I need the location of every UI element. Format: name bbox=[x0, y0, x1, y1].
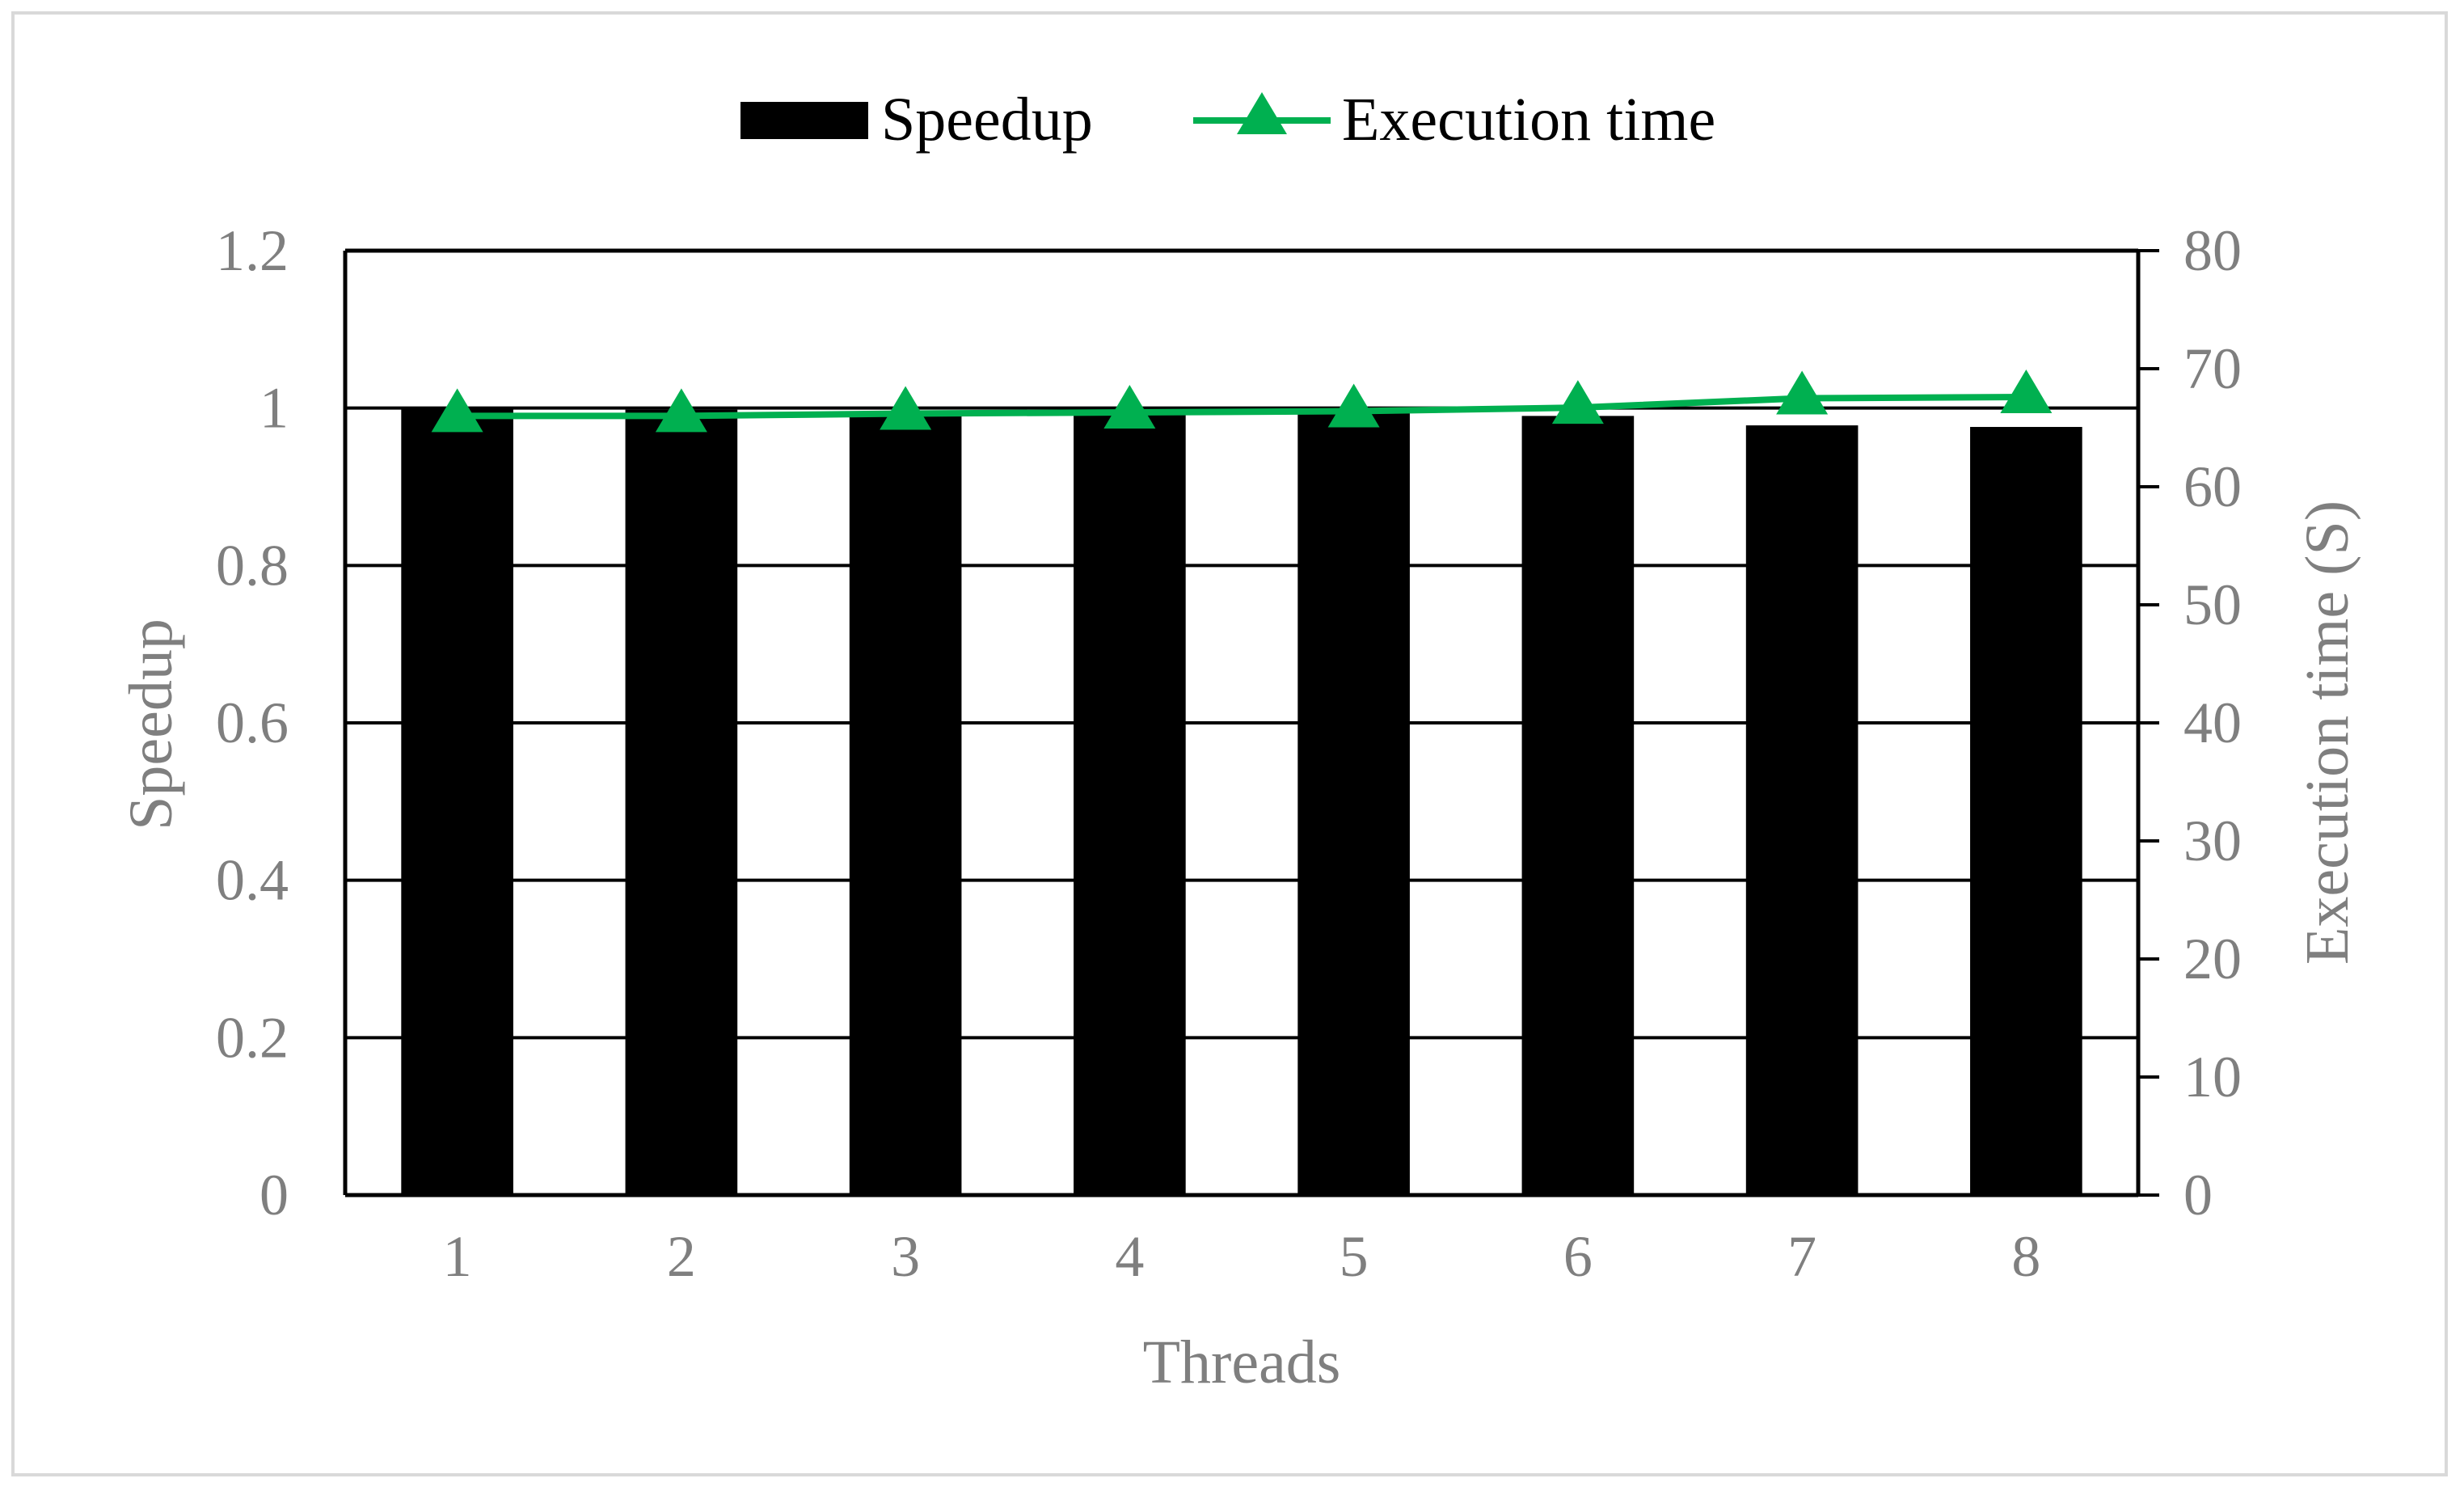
speedup-bar bbox=[1745, 425, 1859, 1195]
left-tick-label: 0.8 bbox=[216, 533, 289, 598]
left-tick-label: 0.6 bbox=[216, 691, 289, 755]
right-tick-label: 40 bbox=[2183, 691, 2242, 755]
x-tick-label: 7 bbox=[1787, 1224, 1816, 1289]
speedup-bars bbox=[401, 408, 2082, 1196]
right-tick-label: 80 bbox=[2183, 218, 2242, 283]
right-tick-label: 70 bbox=[2183, 336, 2242, 401]
speedup-bar bbox=[1521, 416, 1635, 1195]
x-tick-label: 8 bbox=[2011, 1224, 2040, 1289]
left-tick-label: 0 bbox=[259, 1163, 289, 1227]
right-tick-label: 0 bbox=[2183, 1163, 2213, 1227]
execution-time-marker bbox=[431, 388, 483, 433]
left-axis-title: Speedup bbox=[117, 619, 185, 830]
execution-time-marker bbox=[2000, 370, 2053, 414]
execution-time-marker bbox=[655, 388, 707, 433]
speedup-bar bbox=[849, 411, 962, 1195]
x-tick-label: 1 bbox=[443, 1224, 472, 1289]
left-axis-ticks: 0 0.2 0.4 0.6 0.8 1 1.2 bbox=[216, 218, 289, 1227]
right-axis-ticks: 0 10 20 30 40 50 60 70 80 bbox=[2138, 218, 2242, 1227]
left-tick-label: 1.2 bbox=[216, 218, 289, 283]
execution-time-polyline bbox=[457, 394, 2027, 420]
legend-swatch-speedup bbox=[740, 102, 868, 139]
left-tick-label: 0.4 bbox=[216, 848, 289, 913]
execution-time-marker bbox=[1327, 383, 1380, 428]
gridlines bbox=[345, 249, 2138, 1197]
right-axis-title: Execution time (S) bbox=[2293, 501, 2361, 965]
x-axis-ticks: 1 2 3 4 5 6 7 8 bbox=[443, 1224, 2041, 1289]
speedup-bar bbox=[1297, 412, 1410, 1195]
x-tick-label: 4 bbox=[1115, 1224, 1144, 1289]
execution-time-marker bbox=[1551, 380, 1604, 424]
x-axis-title: Threads bbox=[1143, 1328, 1341, 1396]
speedup-bar bbox=[625, 409, 738, 1195]
right-tick-label: 10 bbox=[2183, 1045, 2242, 1109]
speedup-bar bbox=[1074, 412, 1186, 1195]
x-tick-label: 3 bbox=[891, 1224, 920, 1289]
execution-time-marker bbox=[880, 386, 932, 430]
execution-time-line bbox=[431, 370, 2053, 433]
right-tick-label: 50 bbox=[2183, 572, 2242, 637]
x-tick-label: 5 bbox=[1340, 1224, 1369, 1289]
right-tick-label: 60 bbox=[2183, 454, 2242, 519]
legend: Speedup Execution time bbox=[740, 86, 1715, 154]
left-tick-label: 0.2 bbox=[216, 1005, 289, 1070]
right-tick-label: 20 bbox=[2183, 927, 2242, 991]
execution-time-marker bbox=[1103, 385, 1156, 429]
speedup-bar bbox=[1970, 427, 2082, 1195]
right-tick-label: 30 bbox=[2183, 809, 2242, 873]
execution-time-marker bbox=[1776, 370, 1829, 415]
legend-label-execution-time: Execution time bbox=[1342, 86, 1715, 154]
x-tick-label: 6 bbox=[1563, 1224, 1593, 1289]
left-tick-label: 1 bbox=[259, 376, 289, 441]
legend-swatch-execution-time-marker bbox=[1237, 92, 1287, 134]
speedup-bar bbox=[401, 408, 513, 1196]
legend-label-speedup: Speedup bbox=[881, 86, 1093, 154]
x-tick-label: 2 bbox=[667, 1224, 696, 1289]
